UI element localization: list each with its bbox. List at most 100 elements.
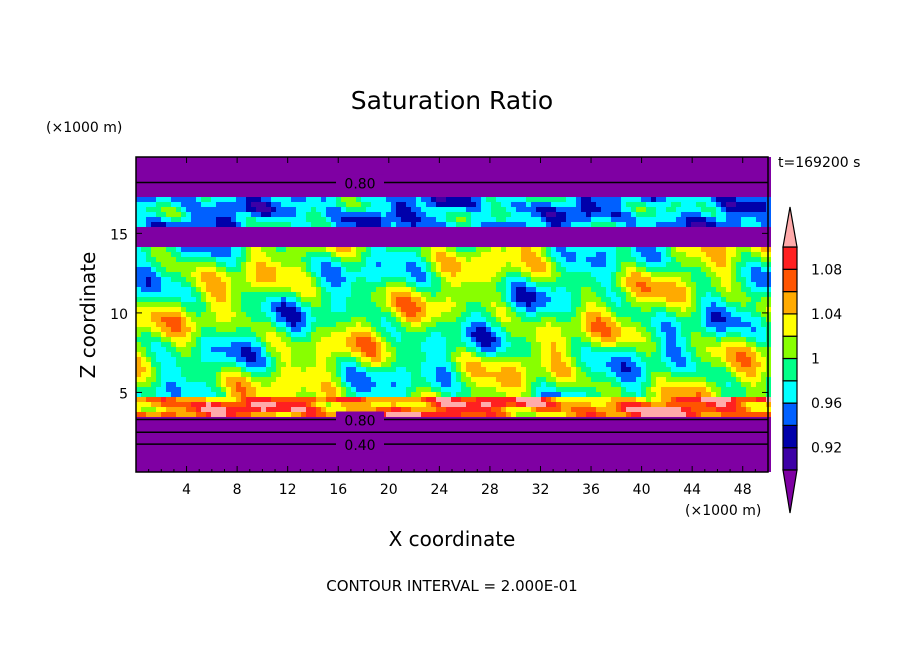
field-cell (321, 162, 326, 167)
field-cell (391, 217, 396, 222)
field-cell (341, 227, 346, 232)
field-cell (361, 242, 366, 247)
field-cell (321, 307, 326, 312)
field-cell (151, 307, 156, 312)
field-cell (271, 252, 276, 257)
field-cell (266, 347, 271, 352)
field-cell (181, 327, 186, 332)
field-cell (756, 297, 761, 302)
field-cell (136, 287, 141, 292)
field-cell (271, 332, 276, 337)
field-cell (701, 237, 706, 242)
field-cell (676, 162, 681, 167)
field-cell (156, 182, 161, 187)
field-cell (461, 212, 466, 217)
field-cell (256, 342, 261, 347)
field-cell (471, 252, 476, 257)
field-cell (756, 277, 761, 282)
field-cell (441, 332, 446, 337)
field-cell (541, 172, 546, 177)
field-cell (481, 317, 486, 322)
field-cell (706, 252, 711, 257)
field-cell (221, 247, 226, 252)
field-cell (496, 227, 501, 232)
field-cell (686, 262, 691, 267)
field-cell (526, 217, 531, 222)
field-cell (536, 247, 541, 252)
field-cell (251, 252, 256, 257)
field-cell (581, 207, 586, 212)
field-cell (536, 232, 541, 237)
field-cell (626, 257, 631, 262)
field-cell (146, 247, 151, 252)
field-cell (691, 197, 696, 202)
field-cell (356, 247, 361, 252)
field-cell (166, 237, 171, 242)
field-cell (356, 257, 361, 262)
field-cell (251, 257, 256, 262)
field-cell (346, 207, 351, 212)
field-cell (646, 192, 651, 197)
field-cell (291, 282, 296, 287)
field-cell (511, 242, 516, 247)
field-cell (756, 267, 761, 272)
field-cell (196, 287, 201, 292)
field-cell (631, 292, 636, 297)
field-cell (361, 257, 366, 262)
field-cell (451, 177, 456, 182)
field-cell (256, 252, 261, 257)
field-cell (546, 337, 551, 342)
field-cell (291, 232, 296, 237)
field-cell (161, 272, 166, 277)
field-cell (211, 342, 216, 347)
field-cell (271, 337, 276, 342)
field-cell (246, 247, 251, 252)
field-cell (276, 302, 281, 307)
field-cell (371, 217, 376, 222)
field-cell (541, 167, 546, 172)
field-cell (271, 297, 276, 302)
field-cell (156, 237, 161, 242)
field-cell (651, 287, 656, 292)
field-cell (491, 192, 496, 197)
field-cell (546, 167, 551, 172)
field-cell (191, 317, 196, 322)
field-cell (686, 272, 691, 277)
field-cell (706, 222, 711, 227)
field-cell (601, 237, 606, 242)
field-cell (366, 197, 371, 202)
field-cell (191, 252, 196, 257)
field-cell (231, 262, 236, 267)
field-cell (761, 187, 766, 192)
field-cell (426, 242, 431, 247)
field-cell (496, 267, 501, 272)
field-cell (601, 317, 606, 322)
field-cell (496, 182, 501, 187)
field-cell (521, 292, 526, 297)
field-cell (561, 267, 566, 272)
field-cell (316, 257, 321, 262)
field-cell (441, 252, 446, 257)
field-cell (501, 297, 506, 302)
field-cell (316, 217, 321, 222)
field-cell (666, 212, 671, 217)
field-cell (141, 327, 146, 332)
field-cell (436, 332, 441, 337)
field-cell (256, 322, 261, 327)
field-cell (161, 337, 166, 342)
field-cell (216, 182, 221, 187)
field-cell (431, 312, 436, 317)
field-cell (301, 272, 306, 277)
field-cell (741, 202, 746, 207)
field-cell (231, 272, 236, 277)
field-cell (611, 172, 616, 177)
field-cell (676, 347, 681, 352)
field-cell (751, 267, 756, 272)
field-cell (296, 277, 301, 282)
field-cell (226, 267, 231, 272)
field-cell (406, 232, 411, 237)
field-cell (326, 192, 331, 197)
field-cell (401, 242, 406, 247)
field-cell (751, 217, 756, 222)
field-cell (211, 347, 216, 352)
